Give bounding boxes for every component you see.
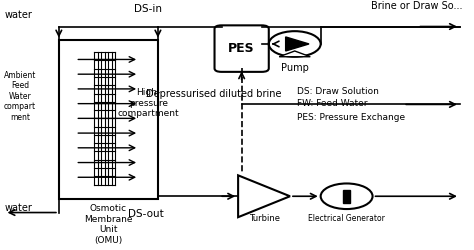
Text: water: water xyxy=(5,10,32,20)
Text: DS-out: DS-out xyxy=(128,209,164,219)
Bar xyxy=(59,40,158,198)
Text: PES: PES xyxy=(228,42,255,55)
Text: High-
pressure
compartment: High- pressure compartment xyxy=(118,88,179,118)
Text: Osmotic
Membrane
Unit
(OMU): Osmotic Membrane Unit (OMU) xyxy=(84,204,133,244)
Bar xyxy=(343,190,350,203)
Text: Turbine: Turbine xyxy=(248,214,280,223)
Text: Ambient
Feed
Water
compart
ment: Ambient Feed Water compart ment xyxy=(4,71,36,122)
FancyBboxPatch shape xyxy=(215,25,269,72)
Text: water: water xyxy=(5,202,32,212)
Text: Depressurised diluted brine: Depressurised diluted brine xyxy=(146,88,282,99)
Text: DS: Draw Solution: DS: Draw Solution xyxy=(297,87,379,96)
Text: PES: Pressure Exchange: PES: Pressure Exchange xyxy=(297,112,405,122)
Polygon shape xyxy=(286,37,309,51)
Text: DS-in: DS-in xyxy=(135,4,163,14)
Polygon shape xyxy=(279,51,310,57)
Text: Electrical Generator: Electrical Generator xyxy=(308,214,385,223)
Text: Pump: Pump xyxy=(281,62,309,72)
Text: FW: Feed Water: FW: Feed Water xyxy=(297,98,367,108)
Text: Brine or Draw So...: Brine or Draw So... xyxy=(371,2,462,12)
